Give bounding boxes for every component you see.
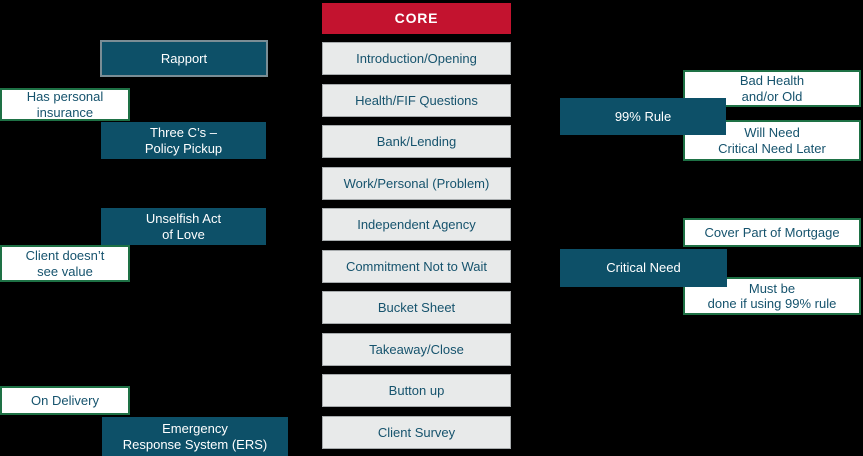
core-step-independent-agency: Independent Agency: [322, 208, 511, 241]
core-step-bucket-sheet: Bucket Sheet: [322, 291, 511, 324]
core-step-introduction-opening: Introduction/Opening: [322, 42, 511, 75]
core-step-work-personal-problem: Work/Personal (Problem): [322, 167, 511, 200]
left-note-on-delivery: On Delivery: [0, 386, 130, 415]
core-step-button-up: Button up: [322, 374, 511, 407]
left-box-rapport: Rapport: [100, 40, 268, 77]
right-note-cover-part-of-mortgage: Cover Part of Mortgage: [683, 218, 861, 247]
left-box-emergency-response-system: Emergency Response System (ERS): [102, 417, 288, 456]
left-box-unselfish-act-of-love: Unselfish Act of Love: [101, 208, 266, 245]
core-step-bank-lending: Bank/Lending: [322, 125, 511, 158]
core-step-health-fif-questions: Health/FIF Questions: [322, 84, 511, 117]
core-header-box: CORE: [322, 3, 511, 34]
left-note-has-personal-insurance: Has personal insurance: [0, 88, 130, 121]
right-box-99-rule: 99% Rule: [560, 98, 726, 135]
right-box-critical-need: Critical Need: [560, 249, 727, 287]
core-step-commitment-not-to-wait: Commitment Not to Wait: [322, 250, 511, 283]
core-step-takeaway-close: Takeaway/Close: [322, 333, 511, 366]
right-note-must-be-done-if-using-99-rule: Must be done if using 99% rule: [683, 277, 861, 315]
left-note-client-doesnt-see-value: Client doesn’t see value: [0, 245, 130, 282]
left-box-three-cs-policy-pickup: Three C’s – Policy Pickup: [101, 122, 266, 159]
core-step-client-survey: Client Survey: [322, 416, 511, 449]
